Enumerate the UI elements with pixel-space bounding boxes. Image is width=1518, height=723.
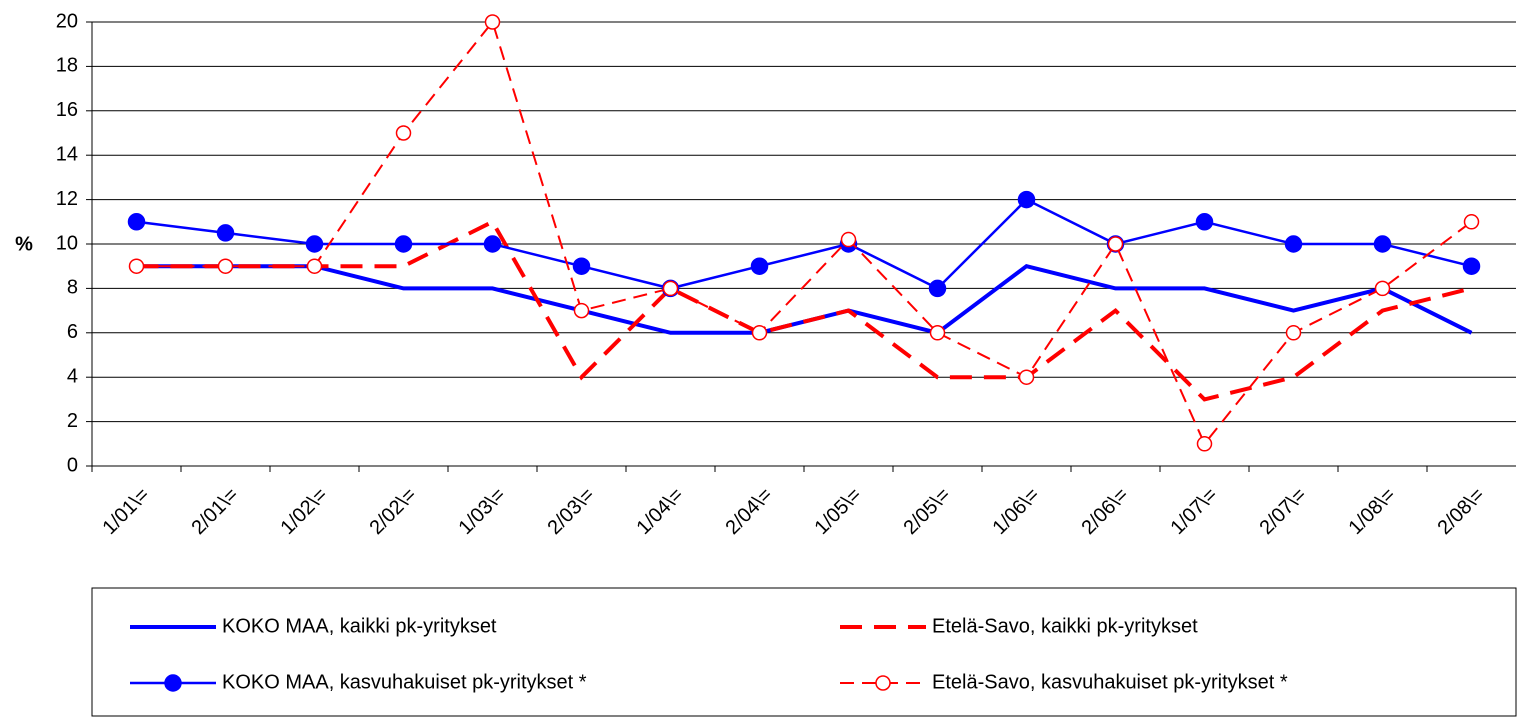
point-marker bbox=[1107, 236, 1124, 252]
point-marker bbox=[572, 257, 591, 275]
x-tick-label: 2/06\= bbox=[1077, 484, 1132, 539]
y-tick-label: 6 bbox=[67, 321, 78, 343]
point-marker bbox=[1463, 214, 1480, 230]
point-marker bbox=[840, 231, 857, 248]
y-tick-label: 4 bbox=[67, 365, 78, 387]
y-tick-label: 14 bbox=[56, 143, 78, 165]
point-marker bbox=[573, 302, 590, 319]
x-tick-label: 1/06\= bbox=[988, 484, 1043, 539]
point-marker bbox=[127, 213, 146, 231]
series-line bbox=[136, 198, 1472, 290]
y-tick-label: 16 bbox=[56, 99, 78, 121]
series-line bbox=[136, 219, 1472, 402]
x-tick-label: 1/07\= bbox=[1166, 484, 1221, 539]
x-tick-label: 2/03\= bbox=[543, 484, 598, 539]
x-tick-label: 1/05\= bbox=[810, 484, 865, 539]
point-marker bbox=[1285, 325, 1302, 341]
point-marker bbox=[395, 125, 412, 141]
x-tick-label: 1/03\= bbox=[454, 484, 509, 539]
legend-label: Etelä-Savo, kaikki pk-yritykset bbox=[932, 615, 1198, 637]
y-tick-label: 12 bbox=[56, 188, 78, 210]
point-marker bbox=[1284, 235, 1303, 253]
y-tick-label: 8 bbox=[67, 277, 78, 299]
point-marker bbox=[1196, 436, 1213, 452]
x-tick-label: 2/02\= bbox=[365, 484, 420, 539]
point-marker bbox=[305, 235, 324, 253]
x-tick-label: 2/05\= bbox=[899, 484, 954, 539]
point-marker bbox=[1373, 235, 1392, 253]
y-tick-label: 20 bbox=[56, 10, 78, 32]
point-marker bbox=[662, 280, 679, 297]
y-tick-label: 2 bbox=[67, 410, 78, 432]
y-axis-label: % bbox=[15, 233, 33, 255]
point-marker bbox=[483, 235, 502, 253]
y-tick-label: 10 bbox=[56, 232, 78, 254]
point-marker bbox=[216, 224, 235, 242]
y-tick-label: 18 bbox=[56, 55, 78, 77]
x-tick-label: 1/08\= bbox=[1344, 484, 1399, 539]
point-marker bbox=[1018, 369, 1035, 385]
legend bbox=[91, 587, 1517, 717]
point-marker bbox=[750, 257, 769, 275]
point-marker bbox=[484, 14, 501, 30]
point-marker bbox=[1374, 280, 1391, 297]
series-line bbox=[136, 19, 1473, 446]
point-marker bbox=[929, 325, 946, 341]
legend-label: KOKO MAA, kasvuhakuiset pk-yritykset * bbox=[222, 671, 587, 693]
x-tick-label: 2/07\= bbox=[1255, 484, 1310, 539]
point-marker bbox=[394, 235, 413, 253]
point-marker bbox=[1462, 257, 1481, 275]
y-tick-label: 0 bbox=[67, 454, 78, 476]
legend-label: KOKO MAA, kaikki pk-yritykset bbox=[222, 615, 497, 637]
x-tick-label: 1/02\= bbox=[276, 484, 331, 539]
point-marker bbox=[1195, 213, 1214, 231]
x-tick-label: 1/04\= bbox=[632, 484, 687, 539]
point-marker bbox=[751, 325, 768, 341]
point-marker bbox=[306, 258, 323, 274]
x-tick-label: 2/04\= bbox=[721, 484, 776, 539]
legend-label: Etelä-Savo, kasvuhakuiset pk-yritykset * bbox=[932, 671, 1288, 693]
point-marker bbox=[928, 279, 947, 298]
legend-marker bbox=[164, 674, 182, 692]
x-tick-label: 2/01\= bbox=[187, 484, 242, 539]
point-marker bbox=[1017, 190, 1036, 209]
point-marker bbox=[217, 258, 234, 274]
x-tick-label: 1/01\= bbox=[98, 484, 153, 539]
x-tick-label: 2/08\= bbox=[1433, 484, 1488, 539]
point-marker bbox=[128, 258, 145, 274]
legend-marker bbox=[875, 675, 891, 691]
